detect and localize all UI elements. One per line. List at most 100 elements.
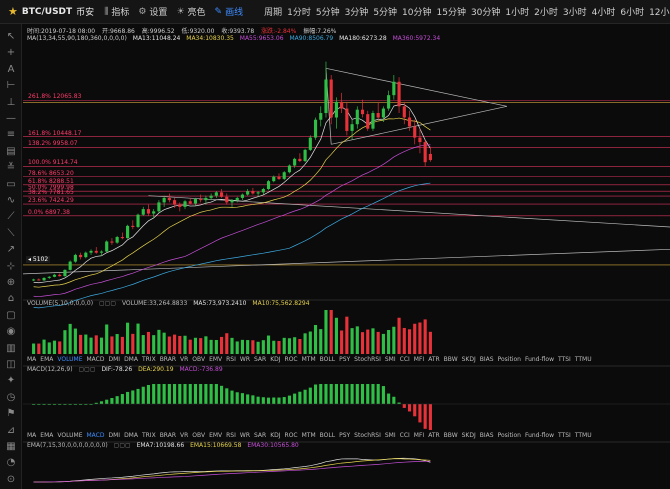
ruler-icon[interactable]: ▦ (6, 441, 16, 452)
indicator-tab[interactable]: Fund-flow (524, 432, 555, 439)
symbol-pair[interactable]: BTC/USDT (21, 6, 73, 17)
period-option[interactable]: 1分时 (287, 8, 311, 18)
period-option[interactable]: 周期 (264, 8, 283, 18)
star-icon[interactable]: ✦ (6, 375, 16, 387)
indicator-tab[interactable]: BOLL (319, 356, 336, 363)
indicator-tab[interactable]: SAR (254, 432, 267, 439)
indicator-tab[interactable]: TRIX (141, 356, 156, 363)
period-option[interactable]: 3分钟 (344, 8, 369, 18)
measure-icon[interactable]: ⊹ (6, 260, 16, 272)
indicator-tab[interactable]: StochRSI (354, 356, 381, 363)
indicator-tab[interactable]: TTMU (574, 356, 592, 363)
indicator-tab[interactable]: KDJ (270, 356, 281, 363)
crosshair-icon[interactable]: + (6, 47, 16, 59)
indicator-tab[interactable]: RSI (226, 432, 236, 439)
indicator-tab[interactable]: EMV (209, 356, 223, 363)
ema-settings-icon[interactable]: ▢▢▢ (113, 442, 131, 449)
macd-settings-icon[interactable]: ▢▢▢ (78, 366, 96, 373)
arrow-icon[interactable]: ↗ (6, 244, 16, 256)
indicator-tab[interactable]: WR (239, 432, 250, 439)
ema-label[interactable]: EMA(7,15,30,0,0,0,0,0,0,0) (27, 442, 108, 449)
pattern-icon[interactable]: ⟋ (7, 211, 15, 223)
trash-icon[interactable]: ▥ (6, 342, 16, 354)
indicator-tab[interactable]: SKDJ (461, 432, 476, 439)
period-option[interactable]: 12小时 (649, 8, 670, 18)
exchange-name[interactable]: 币安 (76, 8, 95, 18)
clock-icon[interactable]: ◷ (6, 391, 16, 403)
indicator-tab[interactable]: CCI (399, 356, 410, 363)
chart-area[interactable] (23, 24, 670, 489)
indicator-tab[interactable]: StochRSI (354, 432, 381, 439)
period-option[interactable]: 1小时 (505, 8, 530, 18)
horizontal-line-icon[interactable]: ⊢ (6, 80, 16, 92)
flag-icon[interactable]: ⚑ (6, 408, 16, 420)
indicator-tab[interactable]: PSY (339, 356, 351, 363)
indicator-tab[interactable]: ATR (428, 356, 440, 363)
period-option[interactable]: 5分钟 (315, 8, 340, 18)
indicator-tab[interactable]: MFI (413, 356, 425, 363)
eye-icon[interactable]: ◉ (6, 326, 16, 338)
volume-label[interactable]: VOLUME(5,10,0,0,0,0) (27, 300, 94, 307)
indicator-tab[interactable]: MA (27, 432, 37, 439)
indicator-tab[interactable]: MTM (301, 356, 316, 363)
fib-icon[interactable]: ▤ (6, 145, 16, 157)
indicator-tab[interactable]: TTSI (558, 356, 571, 363)
indicator-tab[interactable]: WR (239, 356, 250, 363)
indicator-tab[interactable]: VR (180, 432, 189, 439)
indicator-tab[interactable]: EMA (40, 356, 54, 363)
indicator-tab[interactable]: MACD (86, 356, 105, 363)
indicator-tab[interactable]: Position (497, 356, 521, 363)
segment-icon[interactable]: — (6, 113, 16, 124)
period-option[interactable]: 2小时 (534, 8, 558, 18)
indicator-tab[interactable]: SKDJ (461, 356, 476, 363)
period-option[interactable]: 6小时 (620, 8, 645, 18)
indicator-tab[interactable]: TTMU (574, 432, 592, 439)
indicator-tab[interactable]: MFI (413, 432, 425, 439)
indicator-tab[interactable]: BOLL (319, 432, 336, 439)
indicator-tab[interactable]: BBW (443, 356, 458, 363)
indicator-tab[interactable]: ROC (284, 356, 298, 363)
period-option[interactable]: 4小时 (591, 8, 616, 18)
favorite-star-icon[interactable]: ★ (8, 5, 18, 18)
indicator-tab[interactable]: RSI (226, 356, 236, 363)
indicator-tab[interactable]: DMA (124, 432, 138, 439)
ma-label[interactable]: MA(13,34,55,90,180,360,0,0,0,0) (27, 35, 127, 42)
tag-icon[interactable]: ⊿ (6, 424, 16, 436)
indicator-tab[interactable]: DMA (124, 356, 138, 363)
indicator-tab[interactable]: Position (497, 432, 521, 439)
pitchfork-icon[interactable]: ≚ (6, 162, 16, 174)
indicator-tab[interactable]: SAR (254, 356, 267, 363)
indicator-tab[interactable]: OBV (192, 432, 206, 439)
indicator-tab[interactable]: ROC (284, 432, 298, 439)
indicator-tab[interactable]: SMI (384, 432, 396, 439)
ray-icon[interactable]: ⊥ (6, 96, 16, 108)
indicator-tab[interactable]: Fund-flow (524, 356, 555, 363)
indicator-tab[interactable]: VOLUME (57, 432, 83, 439)
period-option[interactable]: 30分钟 (470, 8, 501, 18)
period-option[interactable]: 3小时 (562, 8, 587, 18)
zoom-icon[interactable]: ⊕ (6, 277, 16, 288)
brush-icon[interactable]: ⟍ (7, 227, 15, 239)
period-option[interactable]: 15分钟 (436, 8, 466, 18)
indicator-tab[interactable]: TRIX (141, 432, 156, 439)
period-option[interactable]: 10分钟 (402, 8, 432, 18)
indicator-tab[interactable]: DMI (108, 432, 121, 439)
indicator-tab[interactable]: CCI (399, 432, 410, 439)
cursor-icon[interactable]: ↖ (6, 31, 16, 42)
drawing-button[interactable]: ✎ 画线 (215, 5, 244, 19)
volume-settings-icon[interactable]: ▢▢▢ (99, 300, 117, 307)
macd-label[interactable]: MACD(12,26,9) (27, 366, 73, 373)
indicator-tab[interactable]: EMV (209, 432, 223, 439)
wave-icon[interactable]: ∿ (6, 195, 16, 206)
indicator-tab[interactable]: VR (180, 356, 189, 363)
indicator-tab[interactable]: BBW (443, 432, 458, 439)
period-option[interactable]: 5分钟 (373, 8, 398, 18)
indicator-tab[interactable]: BIAS (479, 356, 494, 363)
lock-icon[interactable]: ▢ (6, 309, 16, 321)
indicator-tab[interactable]: BRAR (159, 432, 177, 439)
indicator-tab[interactable]: PSY (339, 432, 351, 439)
indicator-tab[interactable]: SMI (384, 356, 396, 363)
channel-icon[interactable]: ≡ (6, 129, 16, 141)
rect-icon[interactable]: ▭ (6, 178, 16, 190)
gauge-icon[interactable]: ◔ (6, 457, 16, 469)
